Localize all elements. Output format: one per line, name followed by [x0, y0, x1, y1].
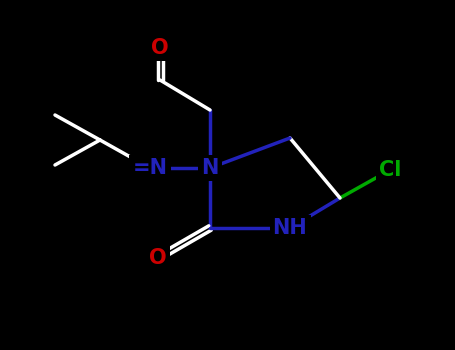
Text: Cl: Cl [379, 160, 401, 180]
Text: O: O [149, 248, 167, 268]
Text: NH: NH [273, 218, 308, 238]
Text: O: O [151, 38, 169, 58]
Text: N: N [201, 158, 219, 178]
Text: =N: =N [132, 158, 167, 178]
